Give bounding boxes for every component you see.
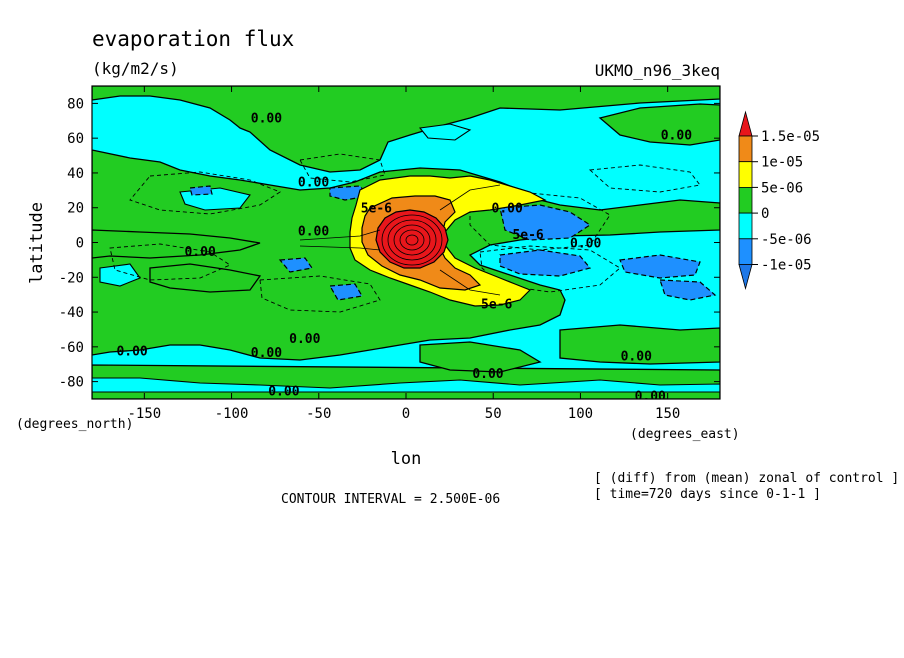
y-tick-label: 20 bbox=[67, 201, 84, 217]
contour-label: 0.00 bbox=[289, 332, 320, 347]
y-tick-label: 80 bbox=[67, 96, 84, 112]
colorbar: 1.5e-05 1e-05 5e-06 0 -5e-06 -1e-05 bbox=[738, 110, 820, 291]
x-tick-label: 0 bbox=[402, 406, 410, 422]
note-line-2: [ time=720 days since 0-1-1 ] bbox=[594, 487, 821, 502]
contour-label: 0.00 bbox=[472, 367, 503, 382]
contour-label: 0.00 bbox=[298, 224, 329, 239]
plot-area: 0.00 0.00 0.00 5e-6 0.00 0.00 5e-6 0.00 0.00 5e-6… bbox=[92, 86, 720, 405]
x-tick-label: 50 bbox=[485, 406, 502, 422]
x-axis-label: lon bbox=[391, 449, 422, 469]
colorbar-swatch bbox=[738, 264, 753, 291]
x-axis: -150 -100 -50 0 50 100 150 bbox=[127, 86, 680, 422]
contour-label: 5e-6 bbox=[361, 202, 392, 217]
note-line-1: [ (diff) from (mean) zonal of control ] bbox=[594, 471, 899, 486]
model-name: UKMO_n96_3keq bbox=[595, 61, 720, 80]
contour-label: 0.00 bbox=[621, 350, 652, 365]
colorbar-label: -5e-06 bbox=[761, 232, 812, 248]
colorbar-label: 0 bbox=[761, 206, 769, 222]
y-units: (degrees_north) bbox=[16, 417, 133, 432]
colorbar-label: 1.5e-05 bbox=[761, 129, 820, 145]
contour-label: 5e-6 bbox=[512, 228, 543, 243]
colorbar-swatch bbox=[738, 110, 753, 137]
contour-label: 0.00 bbox=[116, 344, 147, 359]
x-tick-label: 100 bbox=[568, 406, 593, 422]
y-tick-label: -40 bbox=[59, 305, 84, 321]
colorbar-swatch bbox=[738, 161, 753, 188]
x-tick-label: -150 bbox=[127, 406, 161, 422]
x-tick-label: -50 bbox=[306, 406, 331, 422]
colorbar-label: -1e-05 bbox=[761, 258, 812, 274]
contour-label: 0.00 bbox=[251, 346, 282, 361]
contour-label: 5e-6 bbox=[481, 297, 512, 312]
contour-label: 0.00 bbox=[184, 245, 215, 260]
x-tick-label: -100 bbox=[215, 406, 249, 422]
contour-labels: 0.00 0.00 0.00 5e-6 0.00 0.00 5e-6 0.00 0.00 5e-6… bbox=[116, 111, 692, 405]
chart-units: (kg/m2/s) bbox=[92, 59, 179, 78]
colorbar-label: 1e-05 bbox=[761, 155, 803, 171]
contour-label: 0.00 bbox=[570, 237, 601, 252]
core-contours bbox=[299, 184, 501, 296]
y-tick-label: 60 bbox=[67, 131, 84, 147]
contour-label: 0.00 bbox=[661, 129, 692, 144]
contour-interval: CONTOUR INTERVAL = 2.500E-06 bbox=[281, 492, 500, 507]
x-units: (degrees_east) bbox=[630, 427, 740, 442]
contour-label: 0.00 bbox=[268, 384, 299, 399]
colorbar-swatch bbox=[738, 212, 753, 240]
y-tick-label: 40 bbox=[67, 166, 84, 182]
colorbar-swatch bbox=[738, 135, 753, 163]
y-tick-label: -20 bbox=[59, 270, 84, 286]
chart-title: evaporation flux bbox=[92, 27, 294, 51]
colorbar-swatch bbox=[738, 186, 753, 214]
colorbar-swatch bbox=[738, 238, 753, 265]
y-tick-label: 0 bbox=[76, 236, 84, 252]
y-tick-label: -60 bbox=[59, 340, 84, 356]
contour-label: 0.00 bbox=[298, 176, 329, 191]
contour-label: 0.00 bbox=[492, 202, 523, 217]
y-axis: -80 -60 -40 -20 0 20 40 60 80 bbox=[59, 96, 720, 391]
y-axis-label: latitude bbox=[27, 202, 47, 284]
contour-label: 0.00 bbox=[635, 390, 666, 405]
contour-label: 0.00 bbox=[251, 111, 282, 126]
colorbar-label: 5e-06 bbox=[761, 180, 803, 196]
negative-regions bbox=[189, 185, 717, 301]
x-tick-label: 150 bbox=[655, 406, 680, 422]
y-tick-label: -80 bbox=[59, 375, 84, 391]
